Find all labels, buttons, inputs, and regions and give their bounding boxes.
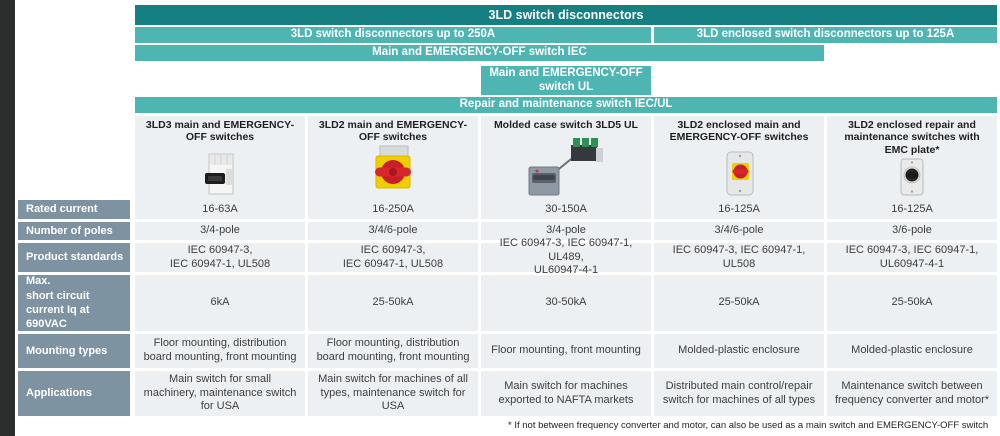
cell-poles-3ld2-enclosed: 3/4/6-pole bbox=[654, 222, 824, 240]
column-title: 3LD2 enclosed repair and maintenance swi… bbox=[844, 119, 980, 156]
column-title: 3LD2 main and EMERGENCY-OFF switches bbox=[318, 119, 468, 144]
column-title: Molded case switch 3LD5 UL bbox=[493, 119, 639, 131]
left-edge-strip bbox=[0, 0, 15, 436]
cell-short-circuit-3ld2: 25-50kA bbox=[308, 275, 478, 331]
table-row-max-short-circuit-current: Max. short circuit current Iq at 690VAC … bbox=[18, 275, 1000, 331]
cell-mounting-3ld2-enclosed: Molded-plastic enclosure bbox=[654, 334, 824, 368]
row-label: Rated current bbox=[18, 200, 130, 219]
cell-short-circuit-3ld5: 30-50kA bbox=[481, 275, 651, 331]
band-3ld-switch-disconnectors: 3LD switch disconnectors bbox=[135, 5, 997, 25]
column-title: 3LD3 main and EMERGENCY-OFF switches bbox=[145, 119, 295, 144]
cell-standards-3ld3: IEC 60947-3, IEC 60947-1, UL508 bbox=[135, 243, 305, 272]
cell-rated-current-3ld2-enclosed: 16-125A bbox=[654, 200, 824, 219]
3ld2-enclosed-emc-switch-photo-icon bbox=[895, 156, 929, 199]
cell-applications-3ld5: Main switch for machines exported to NAF… bbox=[481, 371, 651, 416]
footnote: * If not between frequency converter and… bbox=[508, 420, 989, 431]
cell-poles-3ld5: 3/4-pole bbox=[481, 222, 651, 240]
cell-standards-3ld2: IEC 60947-3, IEC 60947-1, UL508 bbox=[308, 243, 478, 272]
cell-short-circuit-3ld2-enclosed-emc: 25-50kA bbox=[827, 275, 997, 331]
3ld3-switch-photo-icon bbox=[202, 144, 238, 198]
3ld2-switch-photo-icon bbox=[370, 144, 416, 199]
table-row-product-standards: Product standards IEC 60947-3, IEC 60947… bbox=[18, 237, 1000, 276]
band-disconnectors-up-to-250a: 3LD switch disconnectors up to 250A bbox=[135, 27, 651, 43]
row-label: Max. short circuit current Iq at 690VAC bbox=[18, 275, 130, 331]
column-header-3ld3: 3LD3 main and EMERGENCY-OFF switches bbox=[135, 116, 305, 200]
column-header-3ld2-enclosed-emc: 3LD2 enclosed repair and maintenance swi… bbox=[827, 116, 997, 200]
table-row-applications: Applications Main switch for small machi… bbox=[18, 371, 1000, 416]
cell-short-circuit-3ld2-enclosed: 25-50kA bbox=[654, 275, 824, 331]
band-repair-maintenance-iec-ul: Repair and maintenance switch IEC/UL bbox=[135, 97, 997, 113]
column-header-3ld2: 3LD2 main and EMERGENCY-OFF switches bbox=[308, 116, 478, 200]
cell-applications-3ld2-enclosed: Distributed main control/repair switch f… bbox=[654, 371, 824, 416]
cell-standards-3ld2-enclosed-emc: IEC 60947-3, IEC 60947-1, UL60947-4-1 bbox=[827, 243, 997, 272]
3ld2-enclosed-switch-photo-icon bbox=[719, 144, 759, 198]
column-header-row: 3LD3 main and EMERGENCY-OFF switches 3LD… bbox=[135, 116, 997, 200]
band-main-emergency-off-ul: Main and EMERGENCY-OFF switch UL bbox=[481, 66, 651, 95]
cell-applications-3ld3: Main switch for small machinery, mainten… bbox=[135, 371, 305, 416]
table-row-mounting-types: Mounting types Floor mounting, distribut… bbox=[18, 334, 1000, 368]
row-label: Product standards bbox=[18, 243, 130, 272]
band-enclosed-disconnectors-up-to-125a: 3LD enclosed switch disconnectors up to … bbox=[654, 27, 997, 43]
cell-poles-3ld2: 3/4/6-pole bbox=[308, 222, 478, 240]
row-label: Applications bbox=[18, 371, 130, 416]
table-row-rated-current: Rated current 16-63A 16-250A 30-150A 16-… bbox=[18, 200, 1000, 219]
cell-short-circuit-3ld3: 6kA bbox=[135, 275, 305, 331]
cell-mounting-3ld5: Floor mounting, front mounting bbox=[481, 334, 651, 368]
cell-standards-3ld2-enclosed: IEC 60947-3, IEC 60947-1, UL508 bbox=[654, 243, 824, 272]
cell-rated-current-3ld2-enclosed-emc: 16-125A bbox=[827, 200, 997, 219]
3ld5-molded-case-switch-photo-icon bbox=[527, 131, 605, 198]
cell-rated-current-3ld3: 16-63A bbox=[135, 200, 305, 219]
cell-mounting-3ld2: Floor mounting, distribution board mount… bbox=[308, 334, 478, 368]
cell-poles-3ld2-enclosed-emc: 3/6-pole bbox=[827, 222, 997, 240]
cell-applications-3ld2: Main switch for machines of all types, m… bbox=[308, 371, 478, 416]
cell-mounting-3ld3: Floor mounting, distribution board mount… bbox=[135, 334, 305, 368]
cell-mounting-3ld2-enclosed-emc: Molded-plastic enclosure bbox=[827, 334, 997, 368]
cell-rated-current-3ld2: 16-250A bbox=[308, 200, 478, 219]
cell-standards-3ld5: IEC 60947-3, IEC 60947-1, UL489, UL60947… bbox=[481, 237, 651, 276]
table-row-number-of-poles: Number of poles 3/4-pole 3/4/6-pole 3/4-… bbox=[18, 222, 1000, 240]
column-header-3ld2-enclosed: 3LD2 enclosed main and EMERGENCY-OFF swi… bbox=[654, 116, 824, 200]
cell-rated-current-3ld5: 30-150A bbox=[481, 200, 651, 219]
band-main-emergency-off-iec: Main and EMERGENCY-OFF switch IEC bbox=[135, 45, 824, 61]
cell-poles-3ld3: 3/4-pole bbox=[135, 222, 305, 240]
row-label: Number of poles bbox=[18, 222, 130, 240]
column-header-3ld5: Molded case switch 3LD5 UL bbox=[481, 116, 651, 200]
cell-applications-3ld2-enclosed-emc: Maintenance switch between frequency con… bbox=[827, 371, 997, 416]
column-title: 3LD2 enclosed main and EMERGENCY-OFF swi… bbox=[669, 119, 809, 144]
row-label: Mounting types bbox=[18, 334, 130, 368]
